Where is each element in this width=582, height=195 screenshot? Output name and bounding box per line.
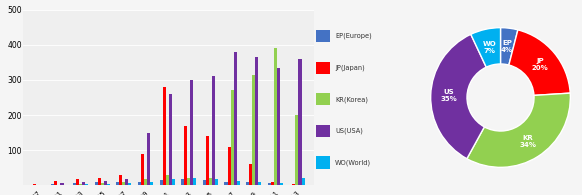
Bar bbox=[166, 176, 169, 185]
Bar bbox=[144, 179, 147, 185]
Text: KR
34%: KR 34% bbox=[520, 135, 537, 148]
Bar bbox=[73, 183, 76, 185]
Bar bbox=[101, 183, 104, 185]
Bar bbox=[230, 90, 233, 185]
Bar bbox=[104, 181, 107, 185]
Bar bbox=[209, 177, 212, 185]
Bar bbox=[82, 183, 85, 185]
Bar bbox=[233, 52, 237, 185]
Bar bbox=[271, 182, 274, 185]
Bar bbox=[206, 136, 209, 185]
Wedge shape bbox=[509, 30, 570, 95]
Bar bbox=[301, 177, 304, 185]
Bar bbox=[147, 133, 150, 185]
Bar bbox=[98, 177, 101, 185]
Bar bbox=[225, 182, 228, 185]
Bar bbox=[107, 184, 110, 185]
Bar bbox=[39, 184, 42, 185]
Bar bbox=[246, 183, 249, 185]
Bar bbox=[249, 164, 252, 185]
Bar bbox=[203, 180, 206, 185]
Bar bbox=[193, 177, 196, 185]
Bar bbox=[76, 179, 79, 185]
Wedge shape bbox=[467, 93, 570, 167]
Text: US(USA): US(USA) bbox=[335, 128, 363, 134]
Bar bbox=[181, 179, 184, 185]
Bar bbox=[125, 179, 129, 185]
Bar bbox=[119, 176, 122, 185]
Bar bbox=[268, 183, 271, 185]
Text: WO(World): WO(World) bbox=[335, 159, 371, 166]
Bar bbox=[252, 75, 255, 185]
Bar bbox=[277, 68, 280, 185]
Bar bbox=[289, 184, 292, 185]
Bar bbox=[228, 147, 230, 185]
Bar bbox=[129, 183, 132, 185]
Text: KR(Korea): KR(Korea) bbox=[335, 96, 368, 103]
Bar bbox=[159, 180, 162, 185]
Text: WO
7%: WO 7% bbox=[482, 41, 496, 54]
Bar bbox=[190, 80, 193, 185]
Bar bbox=[58, 184, 61, 185]
Bar bbox=[280, 183, 283, 185]
Bar bbox=[212, 76, 215, 185]
Bar bbox=[33, 184, 36, 185]
Bar bbox=[30, 184, 33, 185]
Bar bbox=[237, 181, 240, 185]
FancyBboxPatch shape bbox=[317, 30, 330, 42]
Wedge shape bbox=[431, 34, 486, 159]
Text: US
35%: US 35% bbox=[441, 89, 457, 102]
Wedge shape bbox=[471, 28, 501, 67]
Bar bbox=[184, 126, 187, 185]
Bar bbox=[169, 94, 172, 185]
Bar bbox=[296, 115, 299, 185]
Bar bbox=[138, 182, 141, 185]
FancyBboxPatch shape bbox=[317, 156, 330, 168]
Bar bbox=[187, 177, 190, 185]
Text: EP(Europe): EP(Europe) bbox=[335, 33, 372, 39]
Wedge shape bbox=[501, 28, 518, 65]
Bar bbox=[55, 181, 58, 185]
Bar bbox=[122, 183, 125, 185]
Bar bbox=[61, 183, 63, 185]
Bar bbox=[162, 87, 166, 185]
Bar bbox=[116, 182, 119, 185]
Bar bbox=[292, 184, 296, 185]
Bar bbox=[255, 57, 258, 185]
Text: EP
4%: EP 4% bbox=[501, 40, 513, 53]
Bar bbox=[79, 184, 82, 185]
Bar bbox=[150, 183, 153, 185]
Text: JP
20%: JP 20% bbox=[532, 58, 549, 71]
FancyBboxPatch shape bbox=[317, 93, 330, 105]
Bar bbox=[51, 184, 55, 185]
Bar bbox=[141, 154, 144, 185]
Bar bbox=[274, 48, 277, 185]
Bar bbox=[258, 183, 261, 185]
Bar bbox=[172, 179, 175, 185]
Bar bbox=[95, 183, 98, 185]
FancyBboxPatch shape bbox=[317, 62, 330, 74]
Bar bbox=[299, 59, 301, 185]
Bar bbox=[85, 184, 88, 185]
Bar bbox=[63, 184, 66, 185]
FancyBboxPatch shape bbox=[317, 125, 330, 137]
Bar bbox=[215, 179, 218, 185]
Text: JP(Japan): JP(Japan) bbox=[335, 64, 365, 71]
